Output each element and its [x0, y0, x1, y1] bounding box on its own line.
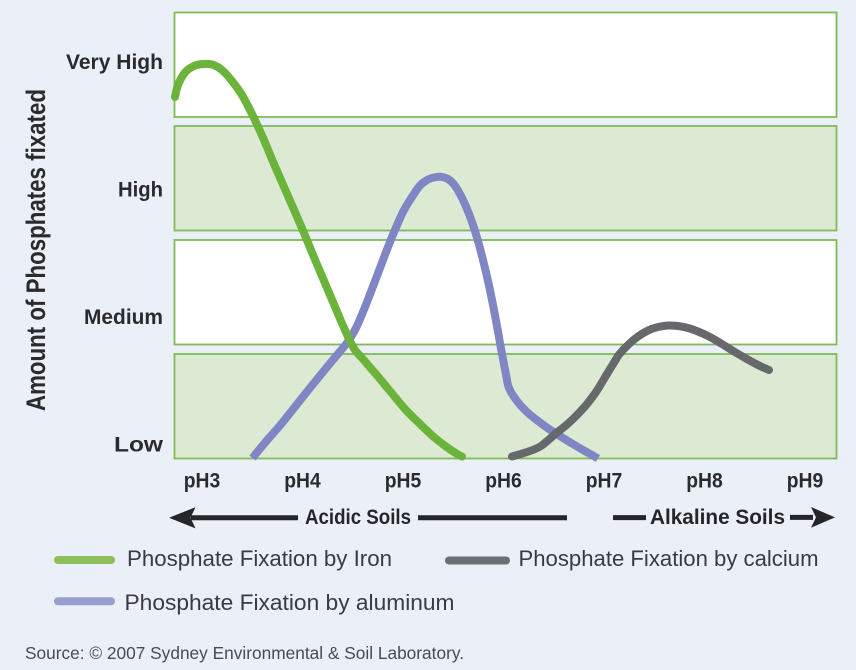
svg-text:pH6: pH6 [485, 470, 522, 493]
svg-text:Phosphate Fixation by calcium: Phosphate Fixation by calcium [519, 546, 819, 571]
svg-text:pH8: pH8 [686, 470, 723, 493]
svg-text:Acidic Soils: Acidic Soils [305, 506, 411, 529]
svg-text:Alkaline Soils: Alkaline Soils [650, 506, 785, 529]
svg-text:Source: © 2007 Sydney Environm: Source: © 2007 Sydney Environmental & So… [25, 643, 464, 663]
svg-text:pH4: pH4 [284, 470, 321, 493]
svg-text:Phosphate Fixation by Iron: Phosphate Fixation by Iron [127, 546, 392, 571]
svg-text:Low: Low [114, 434, 164, 457]
svg-text:pH9: pH9 [787, 470, 824, 493]
svg-text:pH7: pH7 [586, 470, 623, 493]
svg-text:Phosphate Fixation by aluminum: Phosphate Fixation by aluminum [125, 590, 455, 615]
svg-text:Amount of Phosphates fixated: Amount of Phosphates fixated [21, 89, 51, 411]
svg-text:High: High [118, 179, 163, 202]
svg-text:pH3: pH3 [184, 470, 221, 493]
svg-text:Very High: Very High [66, 51, 163, 74]
svg-text:pH5: pH5 [385, 470, 422, 493]
svg-text:Medium: Medium [84, 306, 163, 329]
